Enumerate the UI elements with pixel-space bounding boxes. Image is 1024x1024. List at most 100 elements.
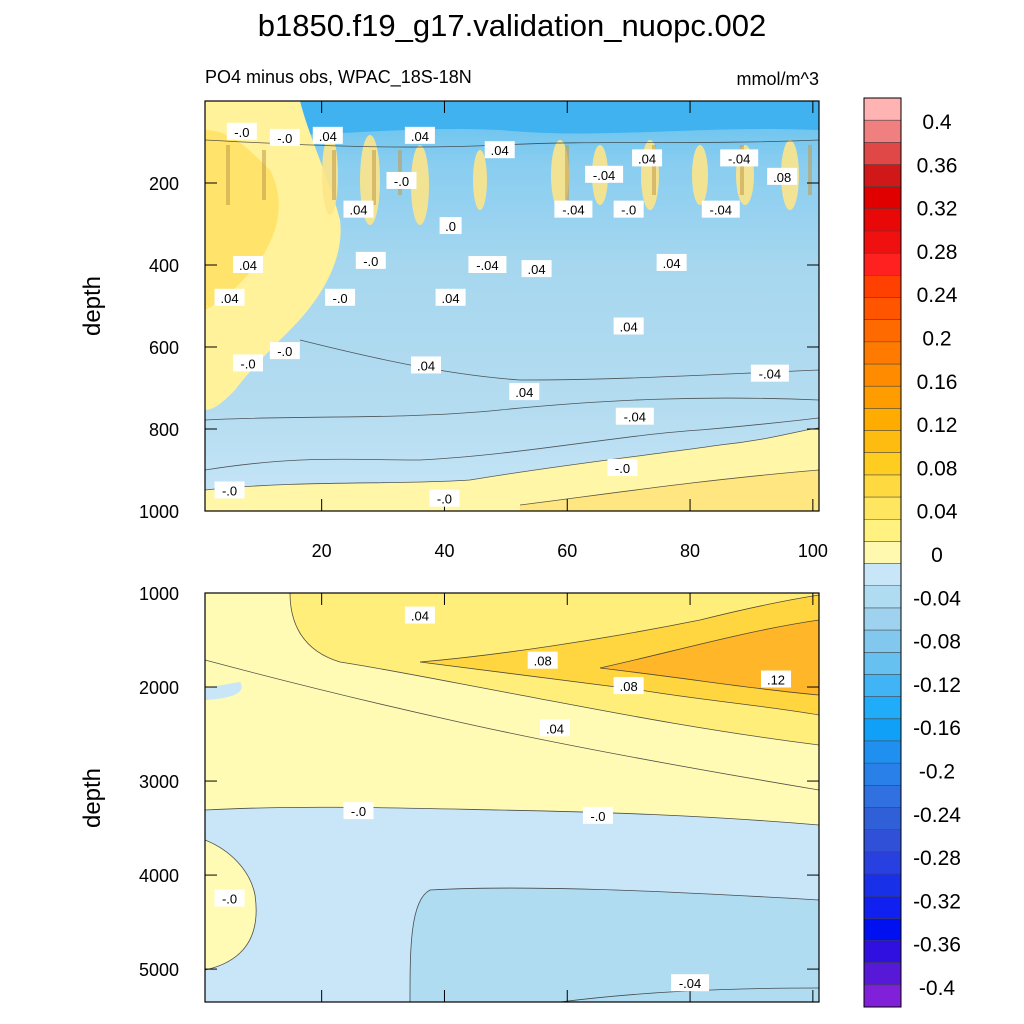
svg-text:.04: .04 xyxy=(417,358,435,373)
upper-panel-field xyxy=(205,101,819,511)
svg-text:.04: .04 xyxy=(221,291,239,306)
lower-panel-frame xyxy=(204,592,820,1003)
x-tick-label: 20 xyxy=(312,541,332,561)
svg-text:.08: .08 xyxy=(534,654,552,669)
svg-text:.04: .04 xyxy=(239,258,257,273)
svg-text:.0: .0 xyxy=(445,219,456,234)
contour-label: .04 xyxy=(214,288,245,306)
upper-deep-positive-core xyxy=(520,470,819,511)
colorbar-swatch xyxy=(864,563,901,587)
colorbar-swatch xyxy=(864,718,901,742)
colorbar-swatch xyxy=(864,319,901,343)
colorbar-tick-label: -0.2 xyxy=(919,761,955,784)
colorbar-swatch xyxy=(864,142,901,165)
contour-label: .04 xyxy=(343,200,374,218)
upper-contours xyxy=(205,139,819,506)
colorbar-swatch xyxy=(864,630,901,653)
colorbar-swatch xyxy=(864,785,901,808)
colorbar-swatch xyxy=(864,740,901,764)
svg-text:-.0: -.0 xyxy=(437,492,452,507)
colorbar-tick-label: 0.24 xyxy=(917,284,958,307)
colorbar-tick-label: -0.08 xyxy=(913,631,961,654)
colorbar-swatch xyxy=(864,430,901,454)
contour-label: -.0 xyxy=(226,122,257,140)
svg-text:.04: .04 xyxy=(515,385,533,400)
svg-text:-.0: -.0 xyxy=(621,203,636,218)
contour-label: -.04 xyxy=(720,149,759,167)
colorbar-tick-label: -0.16 xyxy=(913,717,961,740)
upper-ylabel: depth xyxy=(79,276,106,336)
svg-text:.04: .04 xyxy=(620,320,638,335)
lower-band-08 xyxy=(420,595,819,715)
colorbar-swatch xyxy=(864,674,901,697)
colorbar-tick-label: -0.04 xyxy=(913,587,961,610)
colorbar-swatch xyxy=(864,497,901,520)
x-tick-label: 100 xyxy=(798,541,828,561)
contour-label: .04 xyxy=(632,149,663,167)
colorbar-tick-label: 0.4 xyxy=(922,111,952,134)
svg-text:.04: .04 xyxy=(528,262,546,277)
colorbar-swatch xyxy=(864,918,901,941)
svg-text:-.04: -.04 xyxy=(759,367,781,382)
lower-contour-labels: .04 .08 .08 .12 .04 -.0 -.0 -.0 -.04 xyxy=(214,606,792,992)
contour-label: -.04 xyxy=(615,407,654,425)
variable-label: PO4 minus obs, WPAC_18S-18N xyxy=(205,67,472,88)
svg-text:.04: .04 xyxy=(319,129,337,144)
colorbar-swatch xyxy=(864,873,901,897)
svg-text:-.0: -.0 xyxy=(222,484,237,499)
x-tick-label: 40 xyxy=(434,541,454,561)
svg-text:-.0: -.0 xyxy=(240,356,255,371)
contour-label: .04 xyxy=(509,383,540,401)
svg-text:-.0: -.0 xyxy=(234,125,249,140)
colorbar-tick-label: 0.08 xyxy=(917,457,958,480)
contour-label: -.0 xyxy=(232,354,263,372)
colorbar-swatch xyxy=(864,364,901,387)
lower-band-neg-deep xyxy=(410,888,819,1002)
y-tick-label: 1000 xyxy=(139,502,179,522)
lower-west-pocket xyxy=(205,682,242,700)
svg-text:-.04: -.04 xyxy=(728,151,750,166)
svg-text:.04: .04 xyxy=(638,151,656,166)
contour-label: -.0 xyxy=(355,251,386,269)
lower-axis-ticks: 1000 2000 3000 4000 5000 xyxy=(139,584,819,1002)
colorbar-swatch xyxy=(864,829,901,853)
svg-text:-.0: -.0 xyxy=(332,291,347,306)
colorbar-tick-label: 0 xyxy=(931,544,943,567)
colorbar-tick-label: -0.32 xyxy=(913,890,961,913)
colorbar-swatch xyxy=(864,607,901,631)
upper-panel-frame xyxy=(204,100,820,512)
colorbar-swatch xyxy=(864,519,901,542)
y-tick-label: 600 xyxy=(149,338,179,358)
upper-surface-band xyxy=(205,101,819,137)
contour-label: -.0 xyxy=(582,806,613,824)
contour-label: .08 xyxy=(527,651,558,669)
contour-label: -.04 xyxy=(701,200,740,218)
colorbar-swatch xyxy=(864,253,901,276)
upper-west-positive-core xyxy=(205,130,279,310)
contour-label: .04 xyxy=(521,260,552,278)
svg-text:.04: .04 xyxy=(349,203,367,218)
y-tick-label: 400 xyxy=(149,256,179,276)
svg-text:.04: .04 xyxy=(663,256,681,271)
y-tick-label: 4000 xyxy=(139,866,179,886)
svg-text:-.0: -.0 xyxy=(363,254,378,269)
contour-label: -.0 xyxy=(269,342,300,360)
contour-label: .08 xyxy=(613,677,644,695)
colorbar-swatch xyxy=(864,98,901,121)
colorbar-swatch xyxy=(864,297,901,321)
contour-label: .04 xyxy=(656,253,687,271)
colorbar-swatch xyxy=(864,851,901,875)
svg-text:-.04: -.04 xyxy=(710,203,732,218)
contour-label: .12 xyxy=(761,670,792,688)
contour-label: .04 xyxy=(232,256,263,273)
contour-label: -.04 xyxy=(585,165,624,183)
colorbar-swatch xyxy=(864,164,901,187)
svg-text:-.0: -.0 xyxy=(277,344,292,359)
colorbar-tick-label: -0.4 xyxy=(919,977,956,1000)
contour-label: -.0 xyxy=(429,489,460,507)
colorbar-swatch xyxy=(864,231,901,254)
colorbar-labels: 0.4 0.36 0.32 0.28 0.24 0.2 0.16 0.12 0.08 0.04 0 -… xyxy=(913,111,961,1000)
colorbar-swatch xyxy=(864,275,901,298)
colorbar-swatch xyxy=(864,763,901,786)
